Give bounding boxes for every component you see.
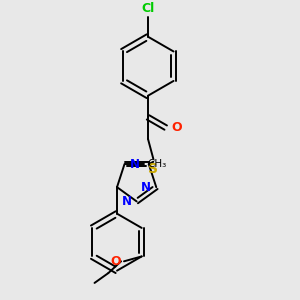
Text: CH₃: CH₃	[147, 159, 167, 169]
Text: O: O	[110, 255, 121, 268]
Text: S: S	[148, 162, 158, 176]
Text: N: N	[141, 181, 151, 194]
Text: N: N	[129, 158, 140, 171]
Text: Cl: Cl	[141, 2, 155, 15]
Text: O: O	[172, 121, 182, 134]
Text: N: N	[122, 195, 132, 208]
